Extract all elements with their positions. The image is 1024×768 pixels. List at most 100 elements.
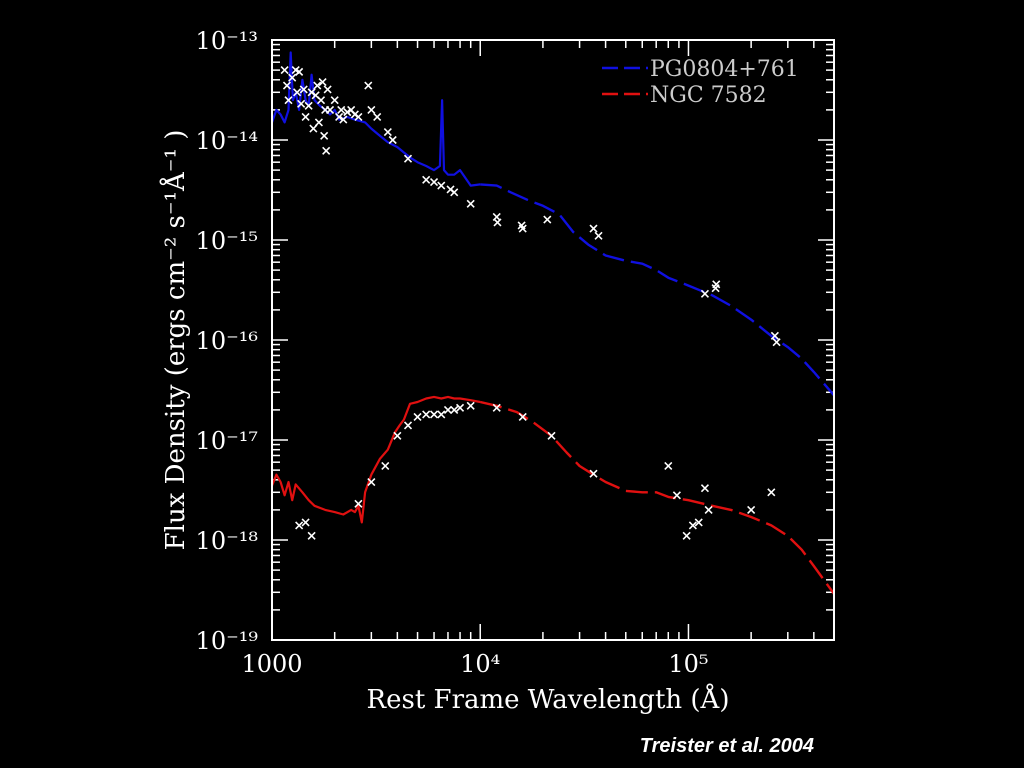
plot-frame	[271, 39, 835, 641]
photometry-point	[589, 224, 598, 233]
photometry-point	[301, 112, 310, 122]
photometry-point	[337, 105, 346, 114]
photometry-point	[343, 108, 352, 117]
photometry-point	[280, 66, 289, 75]
photometry-point	[364, 81, 373, 90]
photometry-point	[437, 181, 446, 190]
photometry-point	[320, 131, 329, 140]
photometry-point	[466, 199, 475, 208]
photometry-point	[301, 518, 310, 527]
photometry-point	[339, 115, 348, 124]
photometry-point	[704, 505, 713, 514]
photometry-point	[455, 403, 465, 412]
photometry-point	[354, 112, 363, 122]
x-axis-label: Rest Frame Wavelength (Å)	[367, 683, 730, 715]
photometry-point	[307, 531, 316, 540]
y-tick-label: 10⁻¹⁸	[196, 527, 258, 555]
photometry-point	[413, 412, 422, 422]
photometry-point	[589, 469, 598, 478]
photometry-point	[325, 105, 335, 114]
photometry-point	[299, 85, 308, 94]
photometry-point	[330, 96, 339, 105]
photometry-point	[282, 81, 292, 90]
photometry-point	[450, 188, 459, 197]
photometry-point	[429, 410, 439, 419]
photometry-point	[700, 289, 710, 298]
x-tick-label: 10⁴	[460, 650, 500, 678]
model-curves	[272, 51, 834, 595]
photometry-point	[443, 405, 453, 414]
x-tick-label: 1000	[241, 650, 302, 678]
y-tick-label: 10⁻¹⁶	[196, 327, 258, 355]
photometry-point	[403, 421, 413, 430]
photometry-point	[323, 85, 332, 94]
series-line-dashed-0	[480, 183, 834, 397]
photometry-point	[682, 531, 691, 540]
photometry-point	[288, 73, 297, 82]
photometry-point	[450, 405, 459, 414]
photometry-point	[373, 112, 382, 122]
series-line-solid-0	[272, 51, 481, 187]
photometry-point	[422, 410, 431, 419]
photometry-point	[304, 101, 313, 110]
photometry-point	[518, 224, 527, 233]
legend-label: PG0804+761	[650, 57, 799, 82]
photometry-point	[335, 112, 344, 122]
photometry-point	[383, 128, 392, 137]
photometry-point	[295, 67, 304, 76]
photometry-point	[767, 488, 776, 497]
photometry-point	[284, 96, 293, 105]
photometry-point	[388, 135, 397, 145]
photometry-point	[547, 431, 556, 440]
axis-ticks	[271, 39, 835, 641]
photometry-point	[293, 88, 302, 97]
photometry-point	[318, 77, 327, 87]
photometry-point	[381, 461, 390, 471]
photometry-point	[672, 491, 681, 500]
y-axis-label: Flux Density (ergs cm⁻² s⁻¹Å⁻¹ )	[159, 130, 191, 551]
photometry-point	[297, 99, 306, 108]
photometry-point	[770, 331, 779, 340]
y-tick-label: 10⁻¹⁵	[196, 227, 258, 255]
photometry-point	[772, 338, 781, 347]
photometry-point	[316, 96, 326, 105]
photometry-point	[429, 177, 439, 187]
photometry-point	[367, 105, 376, 114]
photometry-point	[492, 403, 501, 412]
photometry-point	[664, 461, 673, 471]
y-tick-label: 10⁻¹⁷	[196, 427, 258, 455]
y-tick-label: 10⁻¹³	[196, 27, 258, 55]
legend-label: NGC 7582	[650, 83, 767, 108]
photometry-point	[309, 124, 318, 133]
tick-labels: 1000 10⁴ 10⁵ 10⁻¹³ 10⁻¹⁴ 10⁻¹⁵ 10⁻¹⁶ 10⁻¹⁷ 10⁻¹⁸…	[196, 27, 709, 678]
y-tick-label: 10⁻¹⁴	[196, 127, 258, 155]
y-tick-label: 10⁻¹⁹	[196, 627, 259, 655]
photometry-point	[354, 499, 363, 508]
photometry-markers	[280, 66, 781, 540]
photometry-point	[493, 218, 502, 227]
photometry-point	[518, 412, 527, 422]
photometry-point	[437, 410, 446, 419]
series-line-solid-1	[272, 395, 481, 524]
photometry-point	[393, 431, 402, 440]
photometry-point	[367, 477, 376, 487]
photometry-point	[688, 521, 697, 530]
photometry-point	[747, 505, 756, 514]
photometry-point	[422, 175, 431, 184]
photometry-point	[295, 521, 304, 530]
series-line-dashed-1	[479, 400, 834, 595]
photometry-point	[466, 401, 475, 410]
photometry-point	[322, 146, 331, 155]
citation-credit: Treister et al. 2004	[639, 735, 814, 757]
photometry-point	[700, 484, 710, 493]
photometry-point	[543, 215, 552, 224]
photometry-point	[314, 118, 323, 127]
photometry-point	[712, 280, 721, 289]
photometry-point	[594, 231, 603, 240]
photometry-point	[694, 518, 703, 527]
x-tick-label: 10⁵	[668, 650, 708, 678]
photometry-point	[313, 81, 322, 90]
photometry-point	[403, 154, 413, 163]
